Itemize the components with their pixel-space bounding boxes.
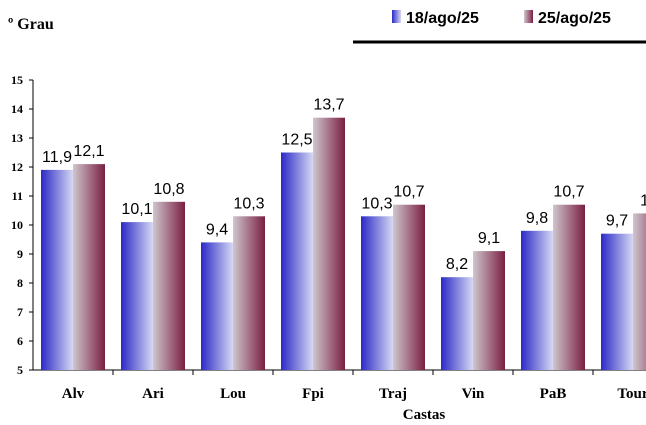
- data-label: 10,8: [153, 181, 184, 198]
- x-tick-label: Ari: [142, 386, 164, 402]
- y-tick-label: 11: [12, 189, 23, 203]
- data-label: 9,4: [206, 221, 228, 238]
- legend-swatch-series-1: [392, 10, 401, 23]
- y-tick-label: 10: [11, 218, 23, 232]
- bar: [473, 251, 505, 370]
- data-label: 10,3: [233, 195, 264, 212]
- data-label: 9,8: [526, 210, 548, 227]
- legend-swatch-series-2: [524, 10, 533, 23]
- data-label: 10,3: [361, 195, 392, 212]
- data-label: 9,1: [478, 230, 500, 247]
- x-tick-label: Vin: [462, 386, 485, 402]
- data-label: 10: [640, 192, 646, 209]
- y-tick-label: 8: [17, 276, 23, 290]
- data-label: 13,7: [313, 97, 344, 114]
- bar: [361, 216, 393, 370]
- bar: [281, 152, 313, 370]
- y-tick-label: 13: [11, 131, 23, 145]
- y-tick-label: 6: [17, 334, 23, 348]
- data-label: 8,2: [446, 256, 468, 273]
- bar: [73, 164, 105, 370]
- data-label: 9,7: [606, 213, 628, 230]
- y-tick-label: 14: [11, 102, 23, 116]
- bar: [633, 213, 646, 370]
- bar: [153, 201, 185, 370]
- bar: [441, 277, 473, 370]
- x-axis-title: Castas: [403, 407, 446, 423]
- y-axis-title: º Grau: [8, 16, 54, 33]
- legend-label-series-2: 25/ago/25: [538, 10, 611, 27]
- legend: 18/ago/25 25/ago/25: [392, 10, 611, 27]
- bar: [201, 242, 233, 370]
- data-label: 11,9: [42, 149, 72, 166]
- y-tick-label: 12: [11, 160, 23, 174]
- x-tick-label: Tour: [617, 386, 646, 402]
- bar: [393, 204, 425, 370]
- x-tick-label: PaB: [540, 386, 567, 402]
- data-label: 10,7: [393, 184, 424, 201]
- y-tick-label: 5: [17, 363, 23, 377]
- plot-area: 5 6 7 8 9 10 11 12 13 14 15 Alv Ari Lou Fpi Traj Vin PaB T…: [11, 73, 646, 402]
- legend-label-series-1: 18/ago/25: [406, 10, 479, 27]
- bar: [521, 230, 553, 370]
- data-label: 10,7: [553, 184, 584, 201]
- bar: [601, 233, 633, 370]
- bar: [233, 216, 265, 370]
- x-tick-label: Lou: [220, 386, 246, 402]
- y-tick-label: 7: [17, 305, 23, 319]
- bar: [553, 204, 585, 370]
- x-tick-label: Fpi: [302, 386, 324, 402]
- y-tick-label: 9: [17, 247, 23, 261]
- bar: [313, 117, 345, 370]
- bar: [121, 222, 153, 370]
- data-label: 12,5: [281, 132, 312, 149]
- x-tick-label: Alv: [62, 386, 85, 402]
- data-label: 12,1: [73, 143, 104, 160]
- x-tick-label: Traj: [379, 386, 407, 402]
- bar: [41, 169, 73, 370]
- y-tick-label: 15: [11, 73, 23, 87]
- data-label: 10,1: [121, 201, 152, 218]
